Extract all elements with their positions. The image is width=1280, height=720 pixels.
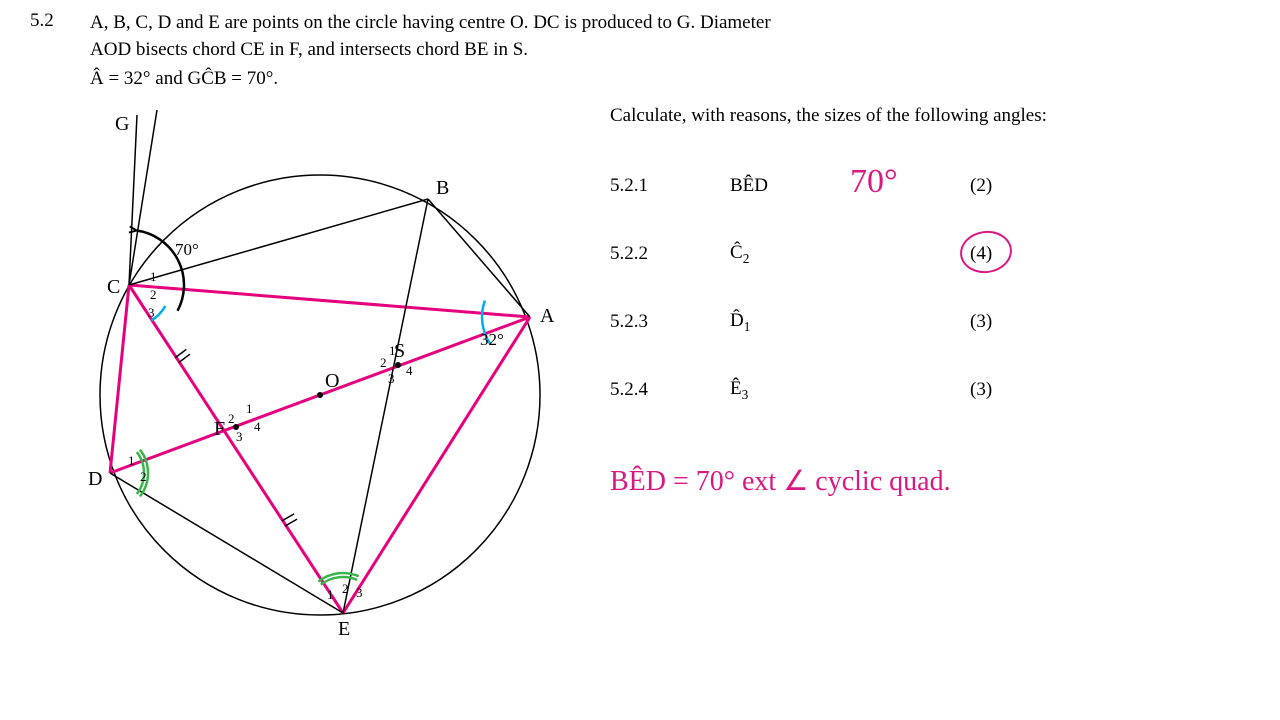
svg-text:3: 3 bbox=[388, 371, 395, 386]
svg-text:3: 3 bbox=[148, 305, 155, 320]
svg-text:1: 1 bbox=[246, 401, 253, 416]
svg-text:2: 2 bbox=[150, 287, 157, 302]
svg-text:A: A bbox=[540, 305, 555, 327]
subq-num: 5.2.1 bbox=[610, 175, 730, 197]
stem-line-2: AOD bisects chord CE in F, and intersect… bbox=[90, 39, 528, 60]
svg-text:E: E bbox=[338, 618, 350, 640]
svg-text:2: 2 bbox=[342, 581, 349, 596]
stem-line-1: A, B, C, D and E are points on the circl… bbox=[90, 12, 771, 33]
question-number: 5.2 bbox=[30, 10, 70, 63]
svg-text:2: 2 bbox=[140, 469, 147, 484]
geometry-figure: ABCDEGOFS123121234123412370°32° bbox=[30, 105, 570, 665]
svg-text:F: F bbox=[214, 418, 225, 440]
question-stem: A, B, C, D and E are points on the circl… bbox=[90, 10, 1250, 63]
svg-text:1: 1 bbox=[389, 343, 396, 358]
svg-text:D: D bbox=[88, 468, 102, 490]
subq-num: 5.2.3 bbox=[610, 311, 730, 333]
handwritten-working: BÊD = 70° ext ∠ cyclic quad. bbox=[610, 464, 1250, 498]
svg-text:G: G bbox=[115, 113, 129, 135]
subq-marks: (3) bbox=[970, 311, 1050, 333]
svg-text:B: B bbox=[436, 177, 449, 199]
subq-row-2: 5.2.2 Ĉ2 (4) bbox=[610, 220, 1250, 288]
hand-circle-icon bbox=[957, 228, 1014, 277]
subq-angle: D̂1 bbox=[730, 310, 850, 335]
svg-text:4: 4 bbox=[254, 419, 261, 434]
svg-text:3: 3 bbox=[236, 429, 243, 444]
subq-marks: (2) bbox=[970, 175, 1050, 197]
svg-text:3: 3 bbox=[356, 585, 363, 600]
svg-text:C: C bbox=[107, 276, 120, 298]
subq-num: 5.2.4 bbox=[610, 379, 730, 401]
subq-marks: (4) bbox=[970, 243, 1050, 265]
subq-angle: BÊD bbox=[730, 175, 850, 197]
given-angles: Â = 32° and GĈB = 70°. bbox=[90, 68, 1250, 90]
subq-row-3: 5.2.3 D̂1 (3) bbox=[610, 288, 1250, 356]
svg-text:S: S bbox=[394, 340, 405, 362]
main-content: ABCDEGOFS123121234123412370°32° Calculat… bbox=[30, 105, 1250, 671]
subq-angle: Ê3 bbox=[730, 378, 850, 403]
subq-num: 5.2.2 bbox=[610, 243, 730, 265]
svg-text:70°: 70° bbox=[175, 240, 199, 259]
subq-angle: Ĉ2 bbox=[730, 242, 850, 267]
subq-row-4: 5.2.4 Ê3 (3) bbox=[610, 356, 1250, 424]
figure-column: ABCDEGOFS123121234123412370°32° bbox=[30, 105, 570, 671]
svg-text:1: 1 bbox=[128, 453, 135, 468]
svg-text:O: O bbox=[325, 370, 339, 392]
handwritten-answer: 70° bbox=[850, 163, 970, 201]
svg-text:1: 1 bbox=[150, 269, 157, 284]
svg-text:2: 2 bbox=[228, 411, 235, 426]
instruction: Calculate, with reasons, the sizes of th… bbox=[610, 105, 1250, 127]
subq-row-1: 5.2.1 BÊD 70° (2) bbox=[610, 152, 1250, 220]
problem-header: 5.2 A, B, C, D and E are points on the c… bbox=[30, 10, 1250, 63]
answers-column: Calculate, with reasons, the sizes of th… bbox=[570, 105, 1250, 671]
subq-marks: (3) bbox=[970, 379, 1050, 401]
svg-text:1: 1 bbox=[327, 587, 334, 602]
svg-text:4: 4 bbox=[406, 363, 413, 378]
svg-text:32°: 32° bbox=[480, 330, 504, 349]
svg-text:2: 2 bbox=[380, 355, 387, 370]
